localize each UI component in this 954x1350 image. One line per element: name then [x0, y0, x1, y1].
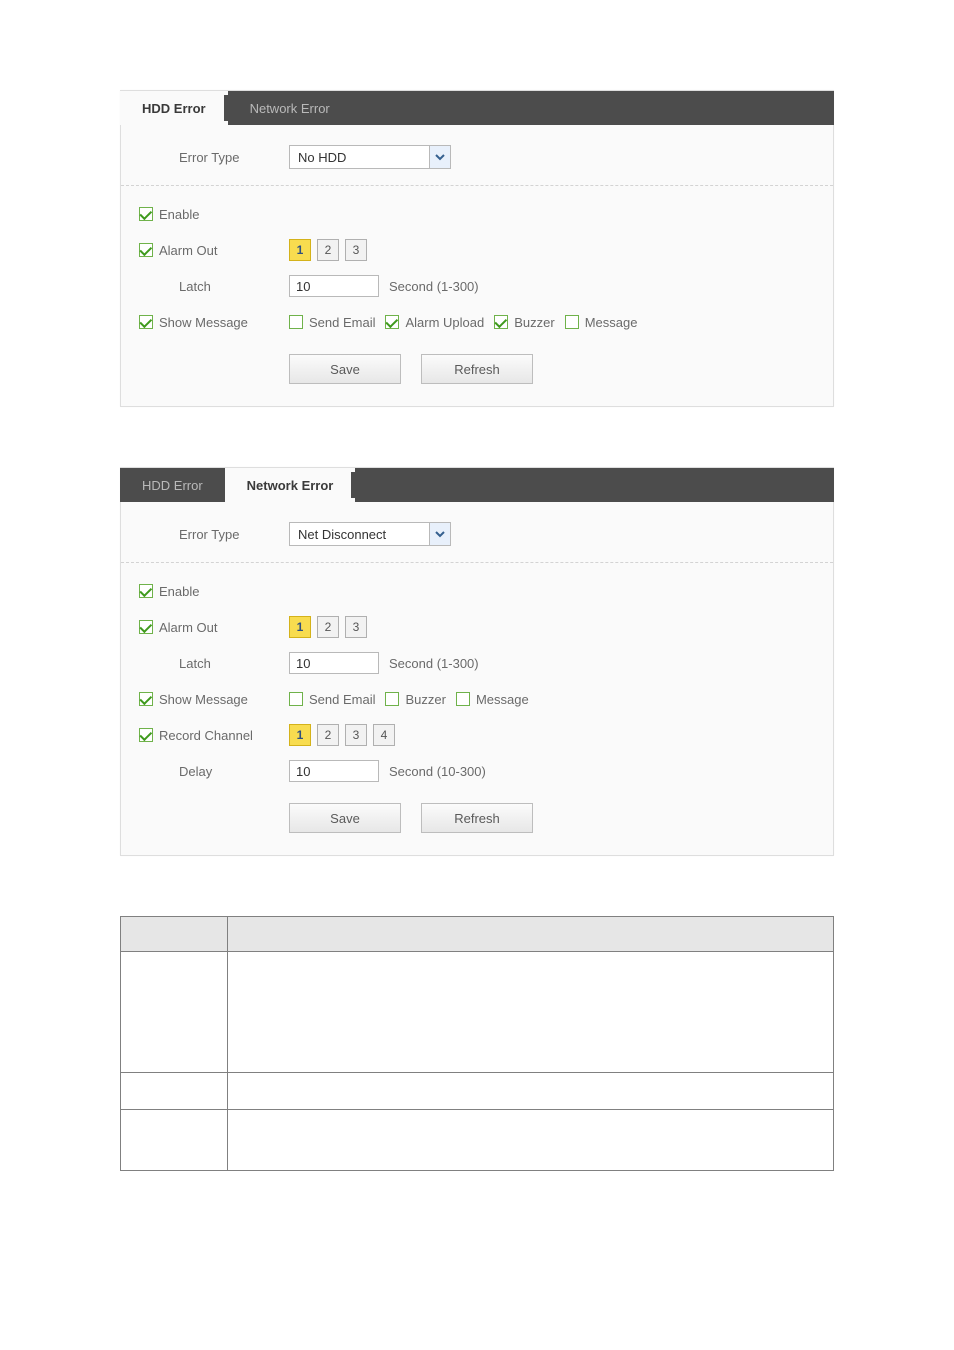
label-enable: Enable: [159, 584, 199, 599]
send-email-option[interactable]: Send Email: [289, 692, 375, 707]
save-label: Save: [330, 362, 360, 377]
delay-hint: Second (10-300): [389, 764, 486, 779]
refresh-button[interactable]: Refresh: [421, 354, 533, 384]
buzzer-option[interactable]: Buzzer: [494, 315, 554, 330]
blank-cell: [121, 952, 228, 1073]
message-option[interactable]: Message: [456, 692, 529, 707]
tab-bar: HDD Error Network Error: [120, 91, 834, 125]
record-chip[interactable]: 1: [289, 724, 311, 746]
blank-cell: [227, 952, 833, 1073]
latch-hint: Second (1-300): [389, 656, 479, 671]
label-latch: Latch: [179, 279, 211, 294]
latch-value: 10: [296, 656, 310, 671]
record-channels: 1 2 3 4: [289, 724, 395, 746]
send-email-label: Send Email: [309, 692, 375, 707]
message-option[interactable]: Message: [565, 315, 638, 330]
tab-network-error[interactable]: Network Error: [225, 468, 356, 502]
buzzer-label: Buzzer: [405, 692, 445, 707]
tab-bar: HDD Error Network Error: [120, 468, 834, 502]
label-record-channel: Record Channel: [159, 728, 253, 743]
message-checkbox[interactable]: [456, 692, 470, 706]
record-chip[interactable]: 3: [345, 724, 367, 746]
label-show-message: Show Message: [159, 315, 248, 330]
blank-header-cell: [121, 917, 228, 952]
record-channel-checkbox[interactable]: [139, 728, 153, 742]
send-email-checkbox[interactable]: [289, 692, 303, 706]
alarm-out-chip[interactable]: 3: [345, 616, 367, 638]
error-type-value: No HDD: [290, 146, 429, 168]
label-alarm-out: Alarm Out: [159, 620, 218, 635]
save-button[interactable]: Save: [289, 354, 401, 384]
chevron-down-icon: [429, 523, 450, 545]
blank-header-cell: [227, 917, 833, 952]
refresh-label: Refresh: [454, 362, 500, 377]
enable-checkbox[interactable]: [139, 584, 153, 598]
record-chip[interactable]: 2: [317, 724, 339, 746]
latch-value: 10: [296, 279, 310, 294]
tab-hdd-error[interactable]: HDD Error: [120, 91, 228, 125]
save-button[interactable]: Save: [289, 803, 401, 833]
blank-cell: [227, 1073, 833, 1110]
error-type-value: Net Disconnect: [290, 523, 429, 545]
refresh-label: Refresh: [454, 811, 500, 826]
message-checkbox[interactable]: [565, 315, 579, 329]
tab-label: HDD Error: [142, 478, 203, 493]
alarm-out-chip[interactable]: 1: [289, 239, 311, 261]
record-chip[interactable]: 4: [373, 724, 395, 746]
chevron-down-icon: [429, 146, 450, 168]
alarm-out-checkbox[interactable]: [139, 243, 153, 257]
label-error-type: Error Type: [179, 150, 239, 165]
show-message-checkbox[interactable]: [139, 315, 153, 329]
alarm-out-checkbox[interactable]: [139, 620, 153, 634]
buzzer-checkbox[interactable]: [385, 692, 399, 706]
send-email-label: Send Email: [309, 315, 375, 330]
send-email-checkbox[interactable]: [289, 315, 303, 329]
blank-table: [120, 916, 834, 1171]
alarm-out-chip[interactable]: 3: [345, 239, 367, 261]
label-alarm-out: Alarm Out: [159, 243, 218, 258]
alarm-upload-checkbox[interactable]: [385, 315, 399, 329]
tab-label: Network Error: [250, 101, 330, 116]
buzzer-label: Buzzer: [514, 315, 554, 330]
blank-cell: [227, 1110, 833, 1171]
send-email-option[interactable]: Send Email: [289, 315, 375, 330]
refresh-button[interactable]: Refresh: [421, 803, 533, 833]
error-type-select[interactable]: No HDD: [289, 145, 451, 169]
buzzer-checkbox[interactable]: [494, 315, 508, 329]
tab-hdd-error[interactable]: HDD Error: [120, 468, 225, 502]
buzzer-option[interactable]: Buzzer: [385, 692, 445, 707]
divider: [121, 185, 833, 186]
blank-cell: [121, 1073, 228, 1110]
alarm-upload-option[interactable]: Alarm Upload: [385, 315, 484, 330]
blank-cell: [121, 1110, 228, 1171]
delay-input[interactable]: 10: [289, 760, 379, 782]
alarm-out-chip[interactable]: 2: [317, 239, 339, 261]
label-error-type: Error Type: [179, 527, 239, 542]
message-label: Message: [585, 315, 638, 330]
alarm-out-channels: 1 2 3: [289, 616, 367, 638]
tab-network-error[interactable]: Network Error: [228, 91, 352, 125]
alarm-out-chip[interactable]: 1: [289, 616, 311, 638]
label-enable: Enable: [159, 207, 199, 222]
delay-value: 10: [296, 764, 310, 779]
divider: [121, 562, 833, 563]
show-message-checkbox[interactable]: [139, 692, 153, 706]
alarm-out-chip[interactable]: 2: [317, 616, 339, 638]
enable-checkbox[interactable]: [139, 207, 153, 221]
save-label: Save: [330, 811, 360, 826]
label-show-message: Show Message: [159, 692, 248, 707]
latch-input[interactable]: 10: [289, 275, 379, 297]
tab-label: Network Error: [247, 478, 334, 493]
message-label: Message: [476, 692, 529, 707]
panel-hdd-error: HDD Error Network Error Error Type No HD…: [120, 90, 834, 407]
label-latch: Latch: [179, 656, 211, 671]
tab-label: HDD Error: [142, 101, 206, 116]
latch-hint: Second (1-300): [389, 279, 479, 294]
latch-input[interactable]: 10: [289, 652, 379, 674]
alarm-upload-label: Alarm Upload: [405, 315, 484, 330]
alarm-out-channels: 1 2 3: [289, 239, 367, 261]
panel-network-error: HDD Error Network Error Error Type Net D…: [120, 467, 834, 856]
error-type-select[interactable]: Net Disconnect: [289, 522, 451, 546]
label-delay: Delay: [179, 764, 212, 779]
